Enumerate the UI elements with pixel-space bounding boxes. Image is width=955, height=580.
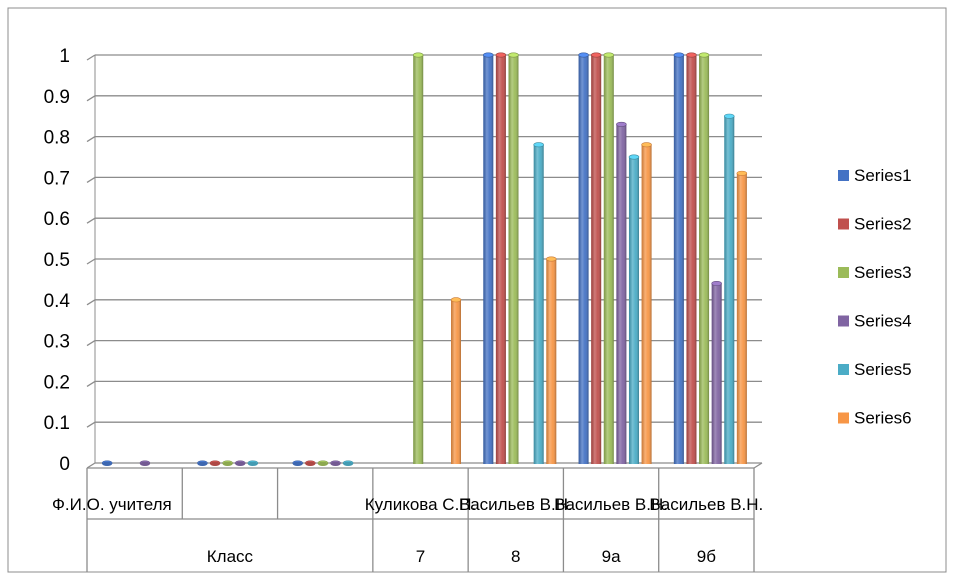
legend-entry-series3: Series3 xyxy=(838,263,912,282)
bar-series4-cat2 xyxy=(330,460,341,466)
bar-series5-cat4 xyxy=(533,142,544,464)
bar-series4-cat0 xyxy=(139,460,151,466)
y-tick-label: 0.4 xyxy=(44,291,71,312)
y-tick-label: 0 xyxy=(59,454,70,475)
bar-series6-cat6 xyxy=(736,170,748,464)
legend-swatch xyxy=(838,315,849,327)
legend-label: Series3 xyxy=(854,263,912,282)
y-tick-label: 0.2 xyxy=(44,372,70,393)
y-tick-label: 0.8 xyxy=(44,128,70,149)
legend-entry-series5: Series5 xyxy=(838,360,912,379)
legend-swatch xyxy=(838,218,849,230)
gridline-depth xyxy=(86,340,96,347)
x-group-label: Класс xyxy=(207,547,254,566)
legend-label: Series2 xyxy=(854,215,912,234)
gridline-depth xyxy=(86,299,96,306)
x-category-label: Васильев В.Н. xyxy=(649,495,763,514)
legend-label: Series6 xyxy=(854,409,912,428)
legend-entry-series6: Series6 xyxy=(838,409,912,428)
bar-series4-cat6 xyxy=(711,280,722,464)
x-category-label: Васильев В.Н. xyxy=(459,495,573,514)
legend-swatch xyxy=(838,364,849,375)
bar-series2-cat5 xyxy=(590,52,602,464)
bar-series6-cat3 xyxy=(450,297,462,464)
y-tick-label: 0.9 xyxy=(44,87,70,108)
x-category-label: Ф.И.О. учителя xyxy=(52,495,172,514)
x-category-label: Куликова С.П. xyxy=(365,495,477,514)
bar-series2-cat1 xyxy=(209,460,221,466)
gridline-depth xyxy=(86,54,96,61)
bar-series5-cat5 xyxy=(628,154,640,464)
x-category-label: Васильев В.Н. xyxy=(554,495,668,514)
gridline-depth xyxy=(86,380,96,387)
legend-swatch xyxy=(838,267,849,278)
y-tick-label: 0.1 xyxy=(44,413,70,434)
bar-series5-cat6 xyxy=(723,113,735,464)
bar-series3-cat4 xyxy=(508,52,519,464)
bar-series5-cat1 xyxy=(247,460,259,466)
gridline-depth xyxy=(86,258,96,265)
legend-entry-series2: Series2 xyxy=(838,215,912,234)
bar-series2-cat4 xyxy=(495,52,507,464)
bar-series3-cat2 xyxy=(317,460,329,466)
x-group-label: 9б xyxy=(697,547,716,566)
legend-swatch xyxy=(838,412,849,424)
gridline-depth xyxy=(86,95,96,102)
gridline-depth xyxy=(86,462,96,469)
chart-border xyxy=(7,7,947,573)
y-tick-label: 0.5 xyxy=(44,250,70,271)
bar-series4-cat1 xyxy=(234,460,246,466)
bar-series1-cat1 xyxy=(197,460,208,466)
bar-series6-cat4 xyxy=(545,256,557,464)
bar-series1-cat0 xyxy=(101,460,113,466)
legend-swatch xyxy=(838,170,849,181)
bar-series1-cat6 xyxy=(673,52,685,464)
y-tick-label: 0.3 xyxy=(44,332,70,353)
bar-series6-cat5 xyxy=(641,142,652,464)
x-group-label: 9а xyxy=(602,547,621,566)
bar-series1-cat5 xyxy=(578,52,589,464)
bar-series1-cat4 xyxy=(482,52,494,464)
y-tick-label: 0.7 xyxy=(44,168,70,189)
legend-label: Series1 xyxy=(854,166,912,185)
bar-series3-cat5 xyxy=(603,52,615,464)
x-group-label: 8 xyxy=(511,547,520,566)
legend-label: Series5 xyxy=(854,360,912,379)
bar-series2-cat2 xyxy=(305,460,316,466)
legend-entry-series1: Series1 xyxy=(838,166,912,185)
legend-label: Series4 xyxy=(854,312,912,331)
gridline-depth xyxy=(86,217,96,224)
bar-series1-cat2 xyxy=(292,460,304,466)
y-tick-label: 1 xyxy=(59,46,70,67)
gridline-depth xyxy=(86,421,96,428)
bar-series2-cat6 xyxy=(686,52,697,464)
floor-depth-edge xyxy=(753,462,763,469)
legend-entry-series4: Series4 xyxy=(838,312,912,331)
bar-series3-cat6 xyxy=(698,52,710,464)
bar-series3-cat3 xyxy=(412,52,424,464)
gridline-depth xyxy=(86,176,96,183)
x-group-label: 7 xyxy=(416,547,425,566)
bar-series4-cat5 xyxy=(616,121,627,465)
gridline-depth xyxy=(86,136,96,143)
bar-series3-cat1 xyxy=(222,460,233,466)
bar-series5-cat2 xyxy=(342,460,354,466)
y-tick-label: 0.6 xyxy=(44,209,70,230)
